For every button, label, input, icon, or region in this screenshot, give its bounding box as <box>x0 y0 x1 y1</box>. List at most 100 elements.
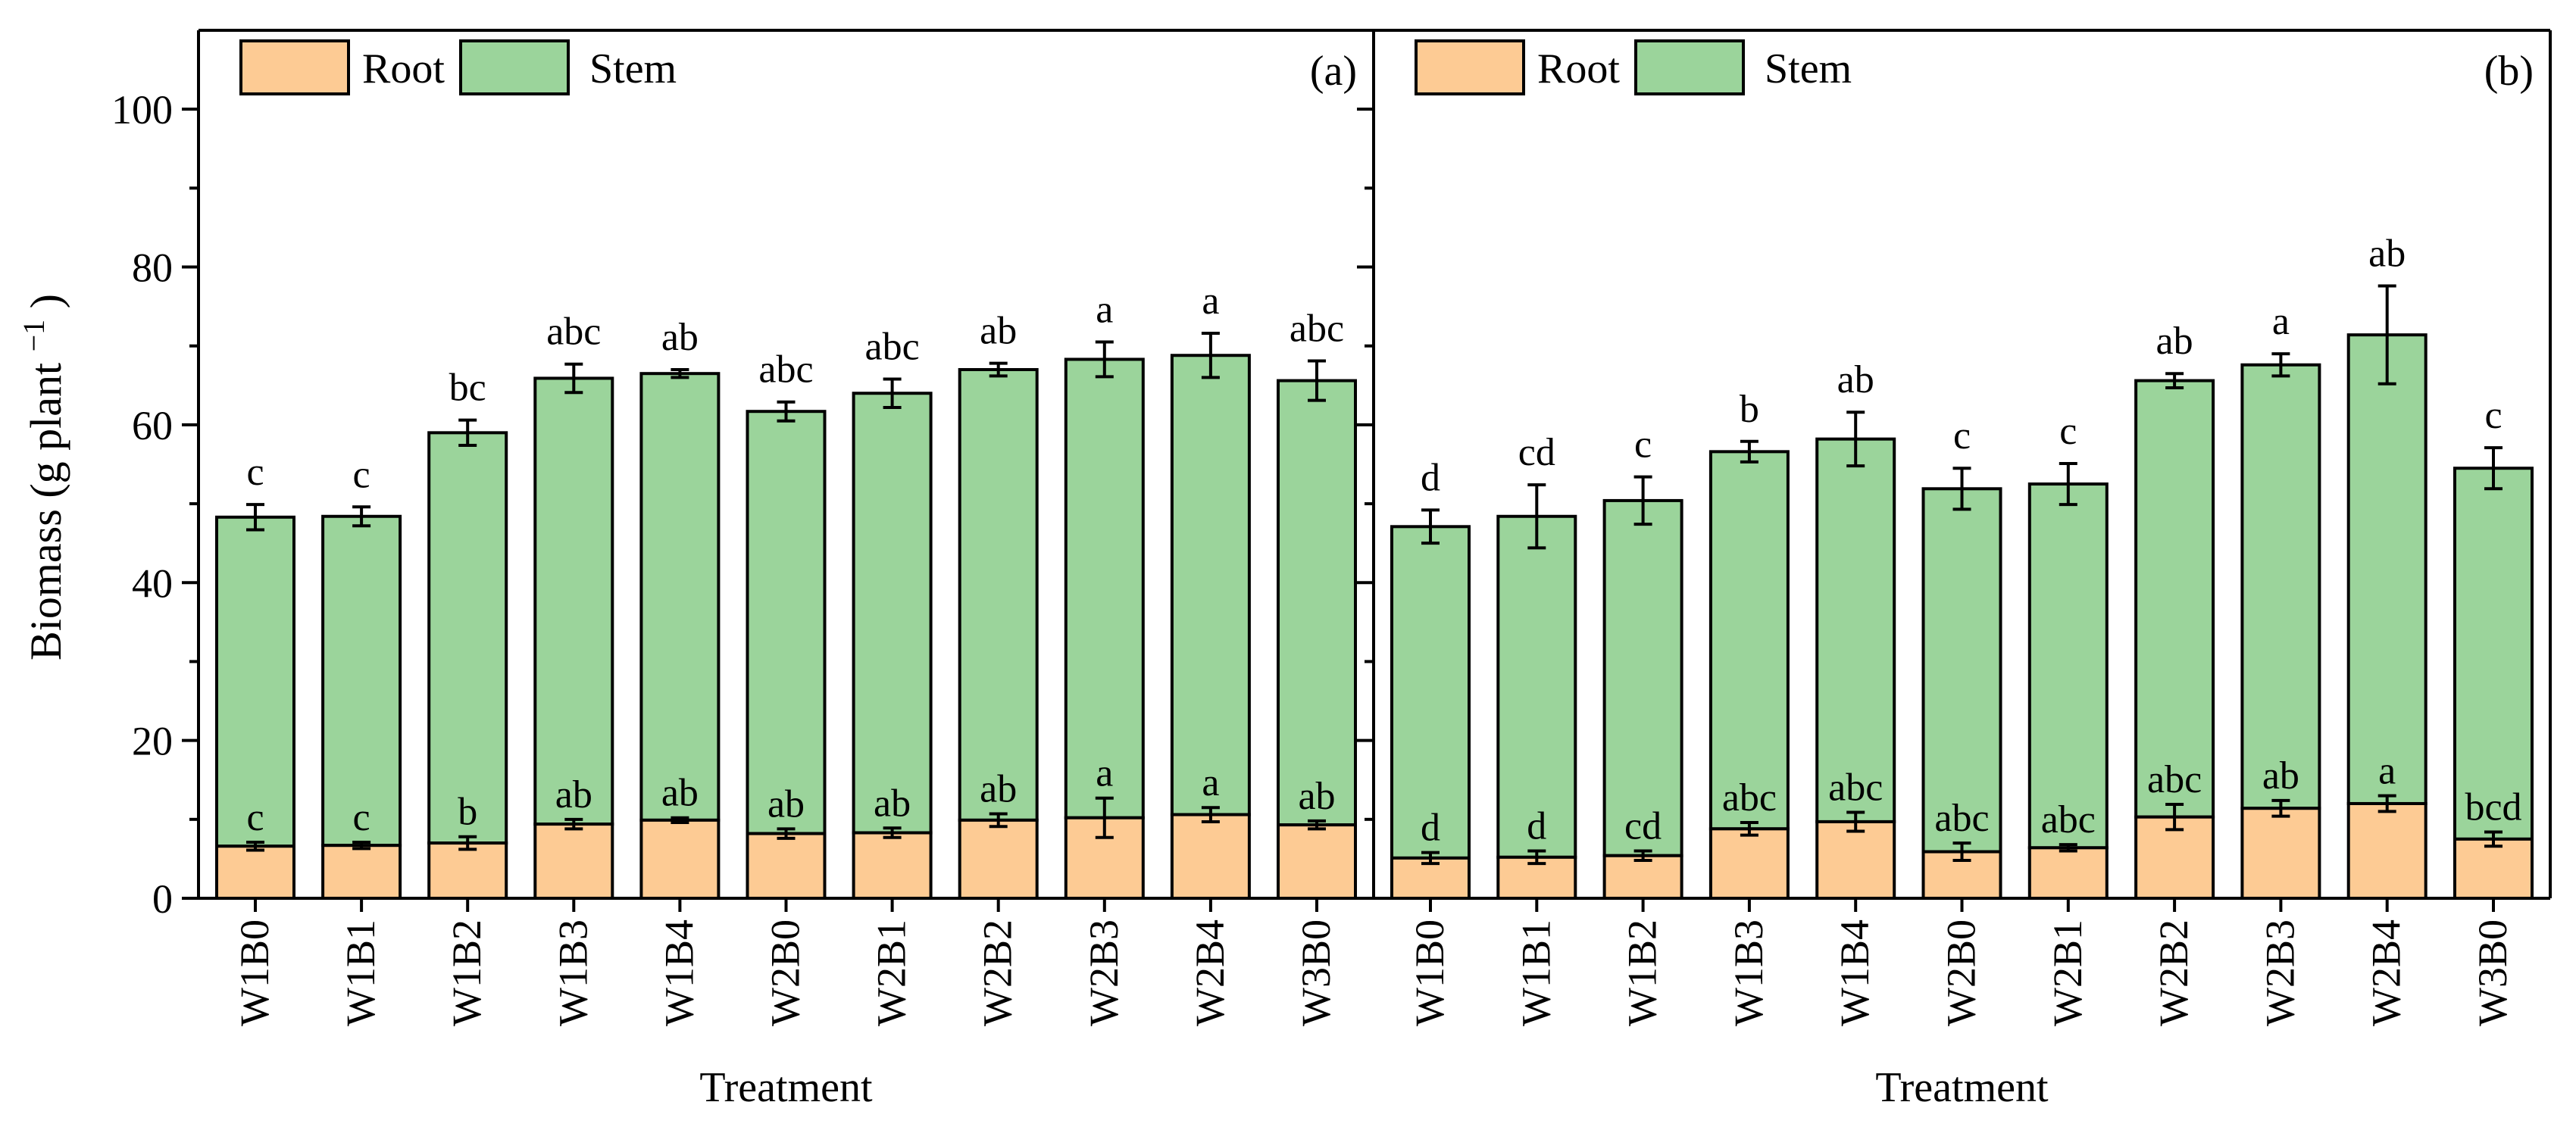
bar-group-w1b3: ab abc <box>533 311 614 900</box>
bar-group-w1b1: cc <box>321 453 402 901</box>
stem-bar <box>2346 333 2428 805</box>
bar-group-w1b2: b bc <box>427 367 508 901</box>
root-significance-letter: abc <box>1828 766 1883 809</box>
root-bar <box>2346 801 2428 900</box>
stem-bar <box>2240 363 2321 810</box>
panel-b: ddW1B0dcdW1B1cdcW1B2abcbW1B3abcabW1B4abc… <box>1357 29 2552 1111</box>
stem-bar <box>2027 482 2109 850</box>
bar-group-w2b1: abc c <box>2027 410 2109 900</box>
root-significance-letter: abc <box>1934 797 1989 840</box>
root-significance-letter: abc <box>2041 798 2096 841</box>
root-bar <box>1170 813 1251 900</box>
stem-bar <box>1496 514 1577 859</box>
stem-significance-letter: abc <box>865 325 920 368</box>
x-tick-label: W2B1 <box>2045 919 2090 1026</box>
bar-group-w2b4: aa <box>1170 279 1251 900</box>
x-tick-label: W2B1 <box>869 919 914 1026</box>
y-tick-label: 80 <box>132 245 173 291</box>
y-tick-label: 40 <box>132 560 173 606</box>
legend: Root Stem <box>239 39 677 95</box>
stem-significance-letter: ab <box>980 310 1017 353</box>
y-axis-label-close: ) <box>21 294 70 308</box>
stem-significance-letter: c <box>1953 414 1971 457</box>
stem-bar <box>958 367 1039 822</box>
stem-bar <box>215 515 295 848</box>
stem-bar <box>427 431 508 845</box>
y-tick-label: 20 <box>132 719 173 764</box>
bar-group-w1b3: abc b <box>1708 388 1790 900</box>
root-significance-letter: a <box>1202 761 1219 804</box>
legend-swatch-stem <box>459 39 570 95</box>
stem-significance-letter: ab <box>2368 233 2406 276</box>
stem-significance-letter: abc <box>546 311 601 354</box>
bar-group-w1b4: abc ab <box>1815 358 1896 900</box>
root-significance-letter: b <box>458 791 477 834</box>
y-tick-label: 60 <box>132 403 173 448</box>
root-significance-letter: ab <box>661 772 699 815</box>
root-significance-letter: abc <box>1722 776 1777 819</box>
stem-bar <box>1708 450 1790 831</box>
x-tick-label: W2B2 <box>975 919 1021 1026</box>
x-tick-label: W2B2 <box>2151 919 2196 1026</box>
x-tick-label: W3B0 <box>1293 919 1339 1026</box>
x-tick-label: W2B4 <box>1187 919 1233 1026</box>
bar-group-w2b4: a ab <box>2346 233 2428 900</box>
stem-bar <box>533 376 614 826</box>
x-tick-label: W2B0 <box>1939 919 1984 1026</box>
stem-bar <box>1064 357 1145 819</box>
root-bar <box>2453 837 2534 901</box>
root-bar <box>1602 854 1683 901</box>
x-tick-label: W1B4 <box>1832 919 1877 1026</box>
bar-group-w2b3: aa <box>1064 289 1145 900</box>
stem-bar <box>1602 498 1683 857</box>
root-bar <box>321 844 402 901</box>
root-bar <box>427 841 508 901</box>
y-tick-label: 100 <box>111 87 173 133</box>
x-tick-label: W1B2 <box>444 919 489 1026</box>
y-axis-label-superscript: −1 <box>17 320 51 352</box>
root-bar <box>1277 823 1357 901</box>
x-tick-label: W2B3 <box>1081 919 1127 1026</box>
stem-significance-letter: ab <box>1837 358 1874 401</box>
legend-label-root: Root <box>1537 45 1620 92</box>
bar-group-w2b3: ab a <box>2240 300 2321 901</box>
stem-bar <box>1815 437 1896 823</box>
x-tick-label: W1B3 <box>1726 919 1771 1026</box>
root-bar <box>533 823 614 900</box>
root-significance-letter: ab <box>2262 754 2299 798</box>
stem-bar <box>746 410 827 835</box>
stem-significance-letter: bc <box>449 367 486 410</box>
stem-bar <box>1921 487 2002 854</box>
x-tick-label: W1B1 <box>338 919 383 1026</box>
x-tick-label: W1B0 <box>232 919 277 1026</box>
bar-group-w1b1: d cd <box>1496 431 1577 900</box>
root-significance-letter: cd <box>1624 804 1662 848</box>
stem-bar <box>2453 467 2534 841</box>
x-axis-label: Treatment <box>699 1064 873 1111</box>
panel-label: (a) <box>1310 48 1357 95</box>
root-significance-letter: ab <box>874 782 911 825</box>
x-tick-label: W1B0 <box>1407 919 1452 1026</box>
bar-group-w2b0: ab abc <box>746 348 827 901</box>
panel-label: (b) <box>2484 48 2534 95</box>
root-significance-letter: a <box>2378 750 2396 793</box>
root-bar <box>746 832 827 901</box>
root-bar <box>2240 807 2321 901</box>
legend-swatch-root <box>1415 39 1525 95</box>
y-axis-label: Biomass (g plant −1 ) <box>17 294 71 660</box>
root-significance-letter: c <box>353 796 370 839</box>
x-tick-label: W1B3 <box>550 919 596 1026</box>
root-bar <box>639 818 721 900</box>
bar-group-w3b0: ab abc <box>1277 308 1357 901</box>
bar-group-w2b2: ab ab <box>958 310 1039 900</box>
stem-bar <box>852 392 933 835</box>
root-bar <box>852 831 933 900</box>
stem-significance-letter: d <box>1421 456 1440 499</box>
root-bar <box>2027 846 2109 900</box>
stem-significance-letter: cd <box>1518 431 1555 474</box>
stem-significance-letter: abc <box>1290 308 1344 351</box>
legend-swatch-root <box>239 39 350 95</box>
root-significance-letter: bcd <box>2465 785 2521 829</box>
root-bar <box>1708 827 1790 900</box>
